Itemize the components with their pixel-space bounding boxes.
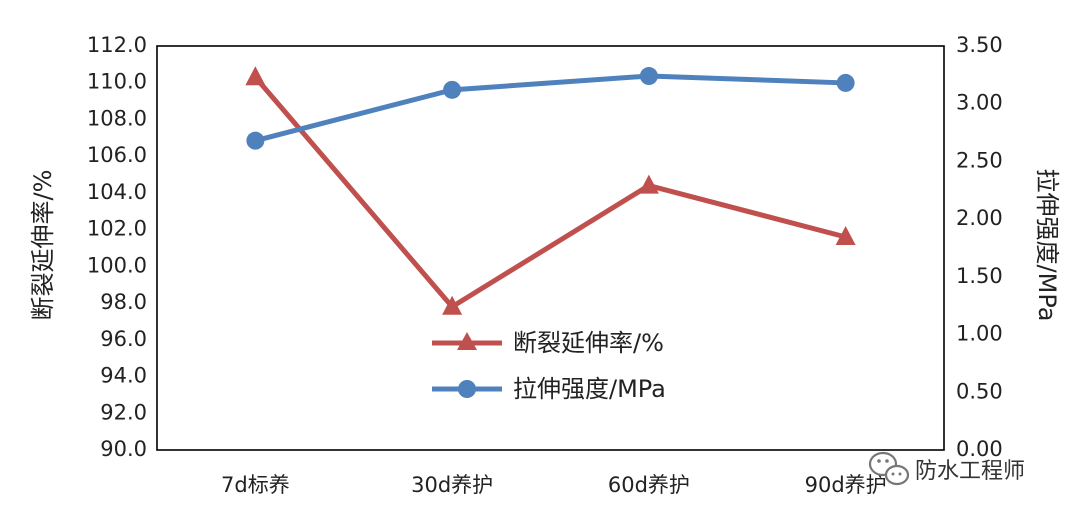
x-tick-label: 7d标养 <box>221 473 290 497</box>
left-tick-label: 102.0 <box>87 217 147 241</box>
legend: 断裂延伸率/% 拉伸强度/MPa <box>432 329 666 403</box>
left-tick-label: 110.0 <box>87 70 147 94</box>
left-tick-label: 108.0 <box>87 106 147 130</box>
data-point-circle <box>443 80 462 99</box>
x-tick-label: 90d养护 <box>805 473 887 497</box>
data-point-triangle <box>638 174 659 194</box>
watermark-text: 防水工程师 <box>915 459 1025 484</box>
right-tick-label: 1.50 <box>956 264 1003 288</box>
data-point-triangle <box>835 225 856 245</box>
data-point-circle <box>246 131 265 150</box>
wechat-icon <box>868 451 910 486</box>
legend-item-strength: 拉伸强度/MPa <box>432 375 666 403</box>
data-point-circle <box>836 73 855 92</box>
left-tick-label: 98.0 <box>100 290 147 314</box>
right-axis: 0.00 0.50 1.00 1.50 2.00 2.50 3.00 3.50 <box>956 33 1003 461</box>
x-tick-label: 30d养护 <box>411 473 493 497</box>
right-tick-label: 0.00 <box>956 437 1003 461</box>
legend-label-strength: 拉伸强度/MPa <box>513 375 666 403</box>
left-tick-label: 94.0 <box>100 364 147 388</box>
left-axis: 90.0 92.0 94.0 96.0 98.0 100.0 102.0 104.0 106.0… <box>87 33 147 461</box>
right-axis-title: 拉伸强度/MPa <box>1033 169 1061 322</box>
left-tick-label: 90.0 <box>100 437 147 461</box>
data-point-triangle <box>245 66 266 86</box>
series-elongation <box>245 66 856 315</box>
legend-circle-marker <box>458 380 476 398</box>
legend-item-elongation: 断裂延伸率/% <box>432 329 664 357</box>
plot-area-border <box>156 45 945 451</box>
left-tick-label: 96.0 <box>100 327 147 351</box>
right-tick-label: 3.00 <box>956 91 1003 115</box>
left-tick-label: 112.0 <box>87 33 147 57</box>
left-tick-label: 104.0 <box>87 180 147 204</box>
series-line <box>253 75 847 310</box>
series-layer <box>245 66 856 315</box>
right-tick-label: 2.00 <box>956 206 1003 230</box>
data-point-triangle <box>442 295 463 315</box>
legend-triangle-marker <box>457 332 477 350</box>
watermark: 防水工程师 <box>868 451 1025 486</box>
right-tick-label: 0.50 <box>956 379 1003 403</box>
data-point-circle <box>639 67 658 86</box>
left-axis-title: 断裂延伸率/% <box>29 170 57 321</box>
right-tick-label: 3.50 <box>956 33 1003 57</box>
legend-label-elongation: 断裂延伸率/% <box>513 329 664 357</box>
series-line <box>254 73 846 144</box>
x-axis: 7d标养 30d养护 60d养护 90d养护 <box>221 473 887 497</box>
right-tick-label: 2.50 <box>956 148 1003 172</box>
left-tick-label: 106.0 <box>87 143 147 167</box>
right-tick-label: 1.00 <box>956 322 1003 346</box>
left-tick-label: 100.0 <box>87 253 147 277</box>
series-strength <box>246 67 855 150</box>
x-tick-label: 60d养护 <box>608 473 690 497</box>
left-tick-label: 92.0 <box>100 400 147 424</box>
